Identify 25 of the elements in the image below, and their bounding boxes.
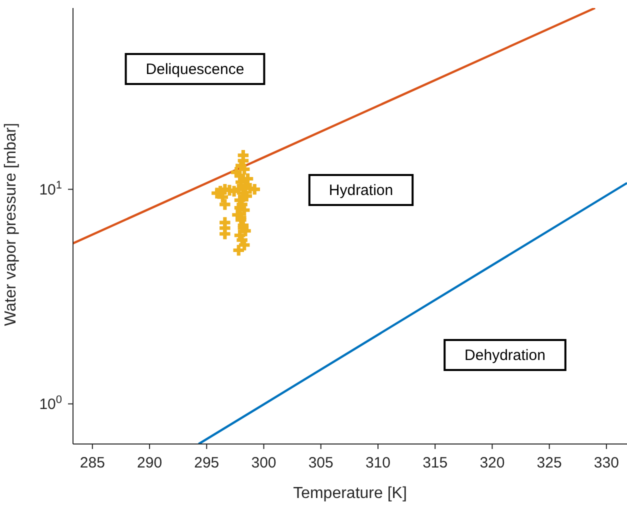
x-tick-label: 290 xyxy=(137,454,162,472)
y-tick-label: 10$^{0}$ xyxy=(39,394,62,413)
annotation: Hydration xyxy=(328,182,394,199)
x-tick-label: 315 xyxy=(422,454,448,472)
point xyxy=(236,212,246,223)
x-tick-label: 320 xyxy=(480,454,505,472)
point xyxy=(241,190,252,202)
annotation: Dehydration xyxy=(464,347,546,364)
y-axis-title: Water vapor pressure [mbar] xyxy=(2,122,20,326)
x-tick-label: 300 xyxy=(251,454,276,472)
annotation: Deliquescence xyxy=(146,61,244,78)
x-tick-label: 285 xyxy=(80,454,105,472)
x-tick-label: 330 xyxy=(594,454,619,472)
x-axis-title: Temperature [K] xyxy=(293,485,407,502)
x-tick-label: 305 xyxy=(308,454,334,472)
point xyxy=(233,244,244,256)
y-tick-label: 10$^{1}$ xyxy=(39,179,62,198)
x-tick-label: 310 xyxy=(365,454,390,472)
point xyxy=(230,166,242,178)
point xyxy=(220,199,230,210)
point xyxy=(217,192,228,202)
point xyxy=(242,173,254,184)
x-tick-label: 325 xyxy=(536,454,562,472)
x-tick-label: 295 xyxy=(194,454,220,472)
point xyxy=(220,228,230,240)
